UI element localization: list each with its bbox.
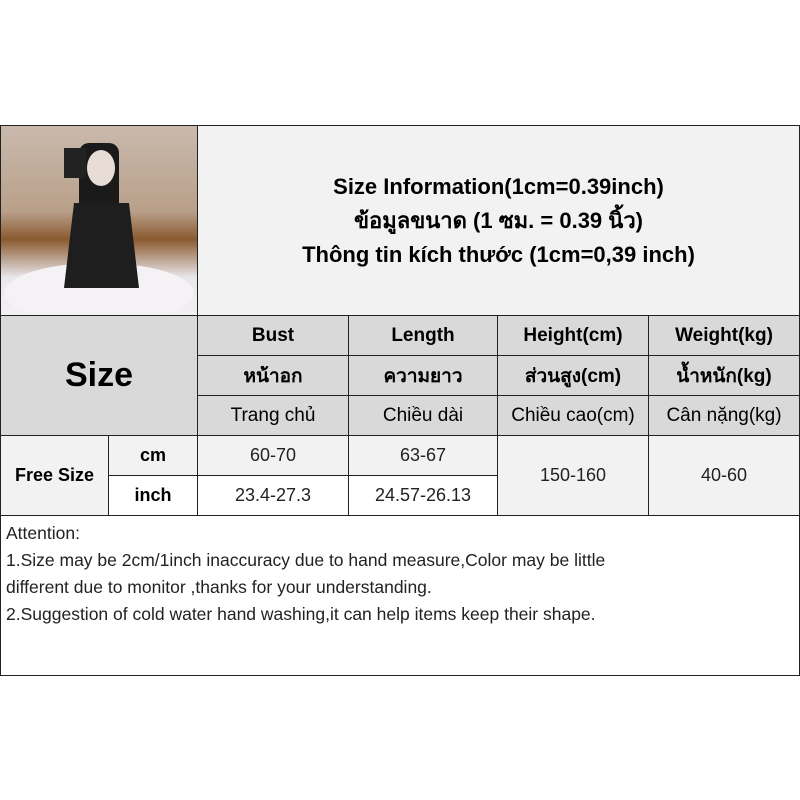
col-height-en: Height(cm): [497, 315, 649, 356]
weight-value: 40-60: [648, 435, 800, 516]
title-vietnamese: Thông tin kích thước (1cm=0,39 inch): [302, 241, 695, 267]
col-height-th: ส่วนสูง(cm): [497, 355, 649, 396]
title-english: Size Information(1cm=0.39inch): [333, 173, 664, 199]
col-bust-en: Bust: [197, 315, 349, 356]
unit-cm: cm: [108, 435, 198, 476]
product-photo: [0, 125, 198, 316]
title-thai: ข้อมูลขนาด (1 ซม. = 0.39 นิ้ว): [353, 207, 643, 233]
col-length-en: Length: [348, 315, 498, 356]
col-weight-vi: Cân nặng(kg): [648, 395, 800, 436]
length-cm: 63-67: [348, 435, 498, 476]
attention-line-1: 1.Size may be 2cm/1inch inaccuracy due t…: [6, 550, 606, 570]
col-weight-th: น้ำหนัก(kg): [648, 355, 800, 396]
size-info-title: Size Information(1cm=0.39inch) ข้อมูลขนา…: [197, 125, 800, 316]
height-value: 150-160: [497, 435, 649, 516]
size-header: Size: [0, 315, 198, 436]
col-weight-en: Weight(kg): [648, 315, 800, 356]
col-bust-vi: Trang chủ: [197, 395, 349, 436]
attention-heading: Attention:: [6, 523, 80, 543]
bust-cm: 60-70: [197, 435, 349, 476]
bust-inch: 23.4-27.3: [197, 475, 349, 516]
attention-line-2: different due to monitor ,thanks for you…: [6, 577, 432, 597]
col-height-vi: Chiều cao(cm): [497, 395, 649, 436]
col-bust-th: หน้าอก: [197, 355, 349, 396]
col-length-th: ความยาว: [348, 355, 498, 396]
free-size-label: Free Size: [0, 435, 109, 516]
unit-inch: inch: [108, 475, 198, 516]
col-length-vi: Chiều dài: [348, 395, 498, 436]
attention-line-3: 2.Suggestion of cold water hand washing,…: [6, 604, 596, 624]
length-inch: 24.57-26.13: [348, 475, 498, 516]
model-image: [4, 143, 194, 313]
attention-notes: Attention: 1.Size may be 2cm/1inch inacc…: [0, 515, 800, 676]
